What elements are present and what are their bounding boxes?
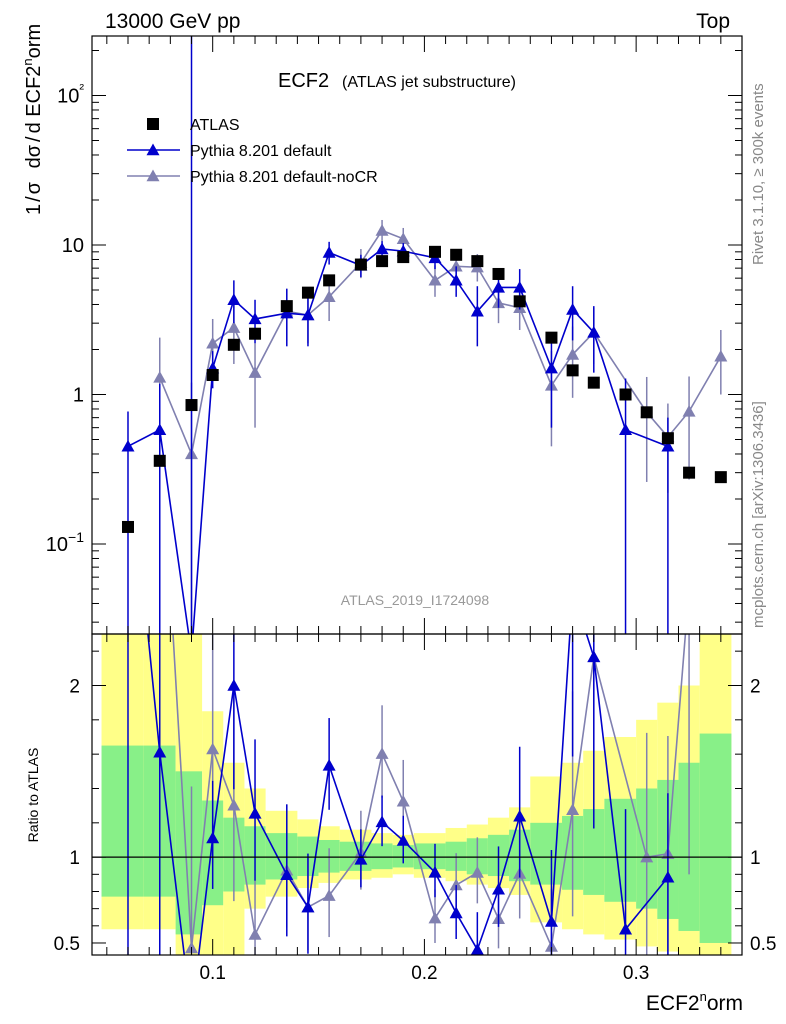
ratio-ytick-label-left: 0.5 xyxy=(54,934,80,955)
point-atlas xyxy=(301,286,314,299)
ratio-band-inner xyxy=(583,809,605,895)
line-pythia-default-nocr xyxy=(159,229,722,457)
svg-text:1/σ dσ/d ECF2norm: 1/σ dσ/d ECF2norm xyxy=(20,24,45,215)
point-atlas xyxy=(323,274,336,287)
header-right: Top xyxy=(696,10,730,33)
ratio-band-inner xyxy=(371,843,393,870)
legend-marker xyxy=(146,143,160,156)
point-atlas xyxy=(640,406,653,419)
series-atlas xyxy=(121,245,727,533)
series-pythia-default-nocr xyxy=(153,219,728,634)
legend-label: Pythia 8.201 default xyxy=(190,143,332,160)
point-atlas xyxy=(206,369,219,382)
point-atlas xyxy=(566,364,579,377)
main-ytick-label: 10 xyxy=(62,235,84,257)
main-ytick-label: 10−1 xyxy=(46,529,84,556)
x-axis-label: ECF2norm xyxy=(646,989,743,1015)
main-ytick-label: 10² xyxy=(57,80,84,107)
point-atlas xyxy=(714,471,727,484)
ratio-frame xyxy=(91,633,743,956)
ratio-point-pythia-default xyxy=(322,758,336,771)
legend-label: ATLAS xyxy=(190,117,240,134)
legend-item-pythia-default-nocr: Pythia 8.201 default-noCR xyxy=(127,169,378,186)
legend-label: Pythia 8.201 default-noCR xyxy=(190,169,378,186)
point-atlas xyxy=(428,245,441,258)
point-atlas xyxy=(619,388,632,401)
main-plot-area xyxy=(121,36,728,634)
main-ytick-label: 1 xyxy=(73,384,84,406)
point-atlas xyxy=(397,251,410,264)
point-atlas xyxy=(153,454,166,467)
ratio-ytick-label-right: 2 xyxy=(750,676,761,697)
point-pythia-default-nocr xyxy=(153,370,167,383)
ratio-point-pythia-default xyxy=(661,870,675,883)
point-pythia-default-nocr xyxy=(714,349,728,362)
point-atlas xyxy=(249,327,262,340)
plot-title: ECF2 xyxy=(278,70,329,92)
ratio-band-inner xyxy=(699,733,732,943)
point-atlas xyxy=(227,338,240,351)
ratio-point-pythia-default xyxy=(227,678,241,691)
watermark: ATLAS_2019_I1724098 xyxy=(341,592,490,608)
point-atlas xyxy=(185,399,198,412)
ratio-ytick-label-right: 1 xyxy=(750,848,761,869)
ratio-band-inner xyxy=(101,745,144,897)
ratio-xtick-label: 0.2 xyxy=(411,963,437,984)
ratio-xtick-label: 0.3 xyxy=(623,963,649,984)
side-label-rivet: Rivet 3.1.10, ≥ 300k events xyxy=(750,83,767,265)
point-atlas xyxy=(492,267,505,280)
ratio-line-pythia-default xyxy=(147,634,669,955)
point-atlas xyxy=(376,255,389,268)
ratio-ytick-label-right: 0.5 xyxy=(750,934,776,955)
series-layer xyxy=(121,36,728,955)
side-label-mcplots: mcplots.cern.ch [arXiv:1306.3436] xyxy=(750,401,767,628)
point-atlas xyxy=(661,432,674,445)
legend: ATLAS Pythia 8.201 default Pythia 8.201 de… xyxy=(127,117,378,186)
point-atlas xyxy=(513,295,526,308)
ratio-ylabel: Ratio to ATLAS xyxy=(25,748,41,843)
point-atlas xyxy=(683,466,696,479)
ratio-ytick-label-left: 2 xyxy=(69,676,80,697)
line-pythia-default xyxy=(127,248,669,634)
ratio-plot-area xyxy=(127,634,690,955)
legend-item-atlas: ATLAS xyxy=(147,117,240,134)
legend-item-pythia-default: Pythia 8.201 default xyxy=(127,143,332,160)
plot-subtitle: (ATLAS jet substructure) xyxy=(342,74,516,91)
header-left: 13000 GeV pp xyxy=(105,10,240,33)
main-ylabel: 1/σ dσ/d ECF2norm xyxy=(20,24,45,215)
series-pythia-default xyxy=(121,36,675,634)
point-atlas xyxy=(471,255,484,268)
ratio-ytick-label-left: 1 xyxy=(69,848,80,869)
point-atlas xyxy=(280,300,293,313)
point-atlas xyxy=(354,258,367,271)
point-atlas xyxy=(121,520,134,533)
point-atlas xyxy=(450,248,463,261)
ratio-point-pythia-default-nocr xyxy=(206,742,220,755)
ratio-series-pythia-default xyxy=(127,634,675,955)
point-atlas xyxy=(587,376,600,389)
ratio-xtick-label: 0.1 xyxy=(199,963,225,984)
point-atlas xyxy=(545,331,558,344)
legend-marker xyxy=(146,169,160,182)
legend-marker xyxy=(147,118,159,130)
ratio-line-pythia-default-nocr xyxy=(172,634,687,950)
ratio-band-inner xyxy=(265,833,298,880)
